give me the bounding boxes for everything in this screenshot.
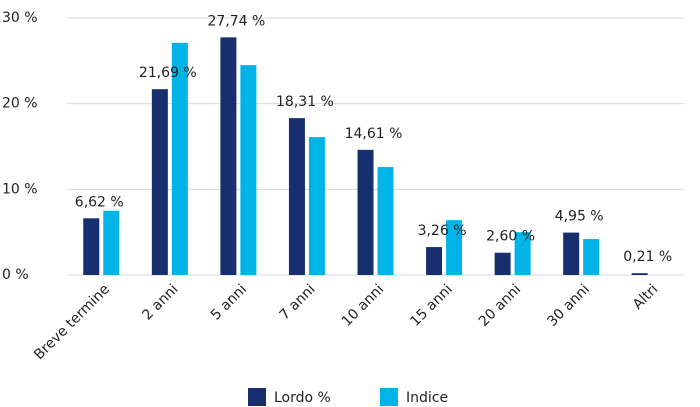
x-tick-label: 5 anni [208,281,250,323]
x-tick-label: 10 anni [339,281,387,329]
legend-label: Indice [406,390,448,406]
x-tick-label: 30 anni [544,281,592,329]
bar [446,220,463,275]
data-label: 14,61 % [345,126,403,142]
bar [288,118,305,275]
bar [563,232,580,275]
legend-swatch [380,388,398,406]
bar [240,65,257,275]
data-label: 21,69 % [139,65,197,81]
y-tick-label: 30 % [2,10,38,26]
data-label: 4,95 % [555,209,604,225]
bar [583,239,600,275]
bar [83,218,100,275]
data-label: 18,31 % [276,94,334,110]
bar [631,273,648,275]
data-label: 6,62 % [75,194,124,210]
y-tick-label: 0 % [2,267,29,283]
x-tick-label: 7 anni [276,281,318,323]
bar [171,42,188,275]
bar [377,167,394,275]
x-tick-label: Breve termine [31,281,113,363]
x-tick-label: 20 anni [476,281,524,329]
x-tick-label: 2 anni [139,281,181,323]
bar [357,149,374,275]
legend-swatch [248,388,266,406]
data-label: 27,74 % [207,13,265,29]
y-tick-label: 10 % [2,181,38,197]
bar [426,247,443,275]
data-label: 2,60 % [486,229,535,245]
x-tick-label: 15 anni [407,281,455,329]
bar [220,37,237,275]
bar [103,210,120,275]
y-tick-label: 20 % [2,96,38,112]
bar [308,137,325,275]
x-tick-label: Altri [630,281,662,313]
bar [494,252,511,275]
bar [151,89,168,276]
data-label: 3,26 % [418,223,467,239]
data-label: 0,21 % [623,249,672,265]
legend-label: Lordo % [274,390,331,406]
bar [514,232,531,275]
